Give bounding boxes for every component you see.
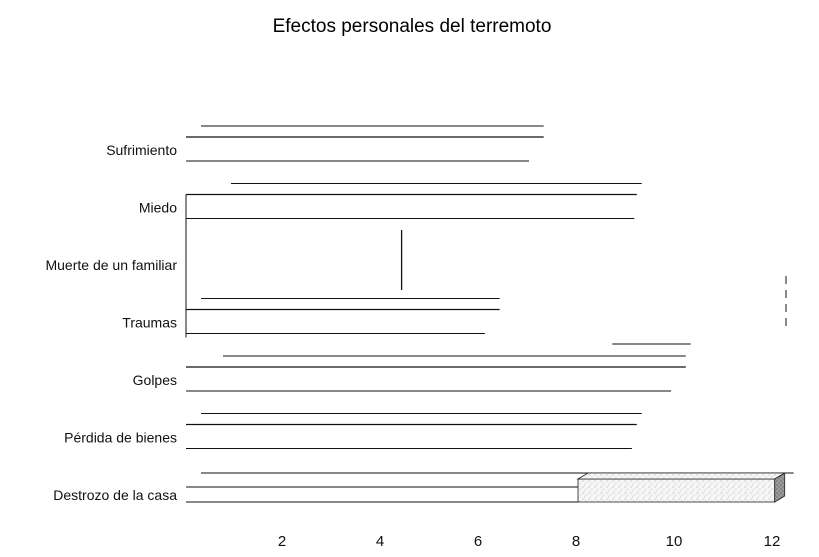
bar-destrozo-de-la-casa-box-top [576, 472, 787, 480]
bar-destrozo-de-la-casa-box-side [774, 472, 786, 503]
category-label-destrozo-de-la-casa: Destrozo de la casa [53, 487, 177, 503]
category-label-muerte-de-un-familiar: Muerte de un familiar [45, 257, 177, 273]
chart-title: Efectos personales del terremoto [273, 16, 552, 37]
category-label-sufrimiento: Sufrimiento [106, 142, 177, 158]
x-tick-label-4: 4 [376, 533, 384, 550]
bar-destrozo-de-la-casa-box-front [577, 478, 776, 503]
x-tick-label-2: 2 [278, 533, 286, 550]
category-labels: Sufrimiento Miedo Muerte de un familiar Tra… [45, 142, 177, 503]
x-tick-label-12: 12 [764, 533, 781, 550]
x-tick-label-10: 10 [666, 533, 683, 550]
chart-marks [185, 125, 794, 503]
category-label-golpes: Golpes [133, 372, 177, 388]
x-axis-tick-labels: 2 4 6 8 10 12 [278, 533, 781, 550]
category-label-traumas: Traumas [122, 315, 177, 331]
category-label-miedo: Miedo [139, 200, 177, 216]
category-label-perdida-de-bienes: Pérdida de bienes [64, 430, 177, 446]
x-tick-label-6: 6 [474, 533, 482, 550]
x-tick-label-8: 8 [572, 533, 580, 550]
